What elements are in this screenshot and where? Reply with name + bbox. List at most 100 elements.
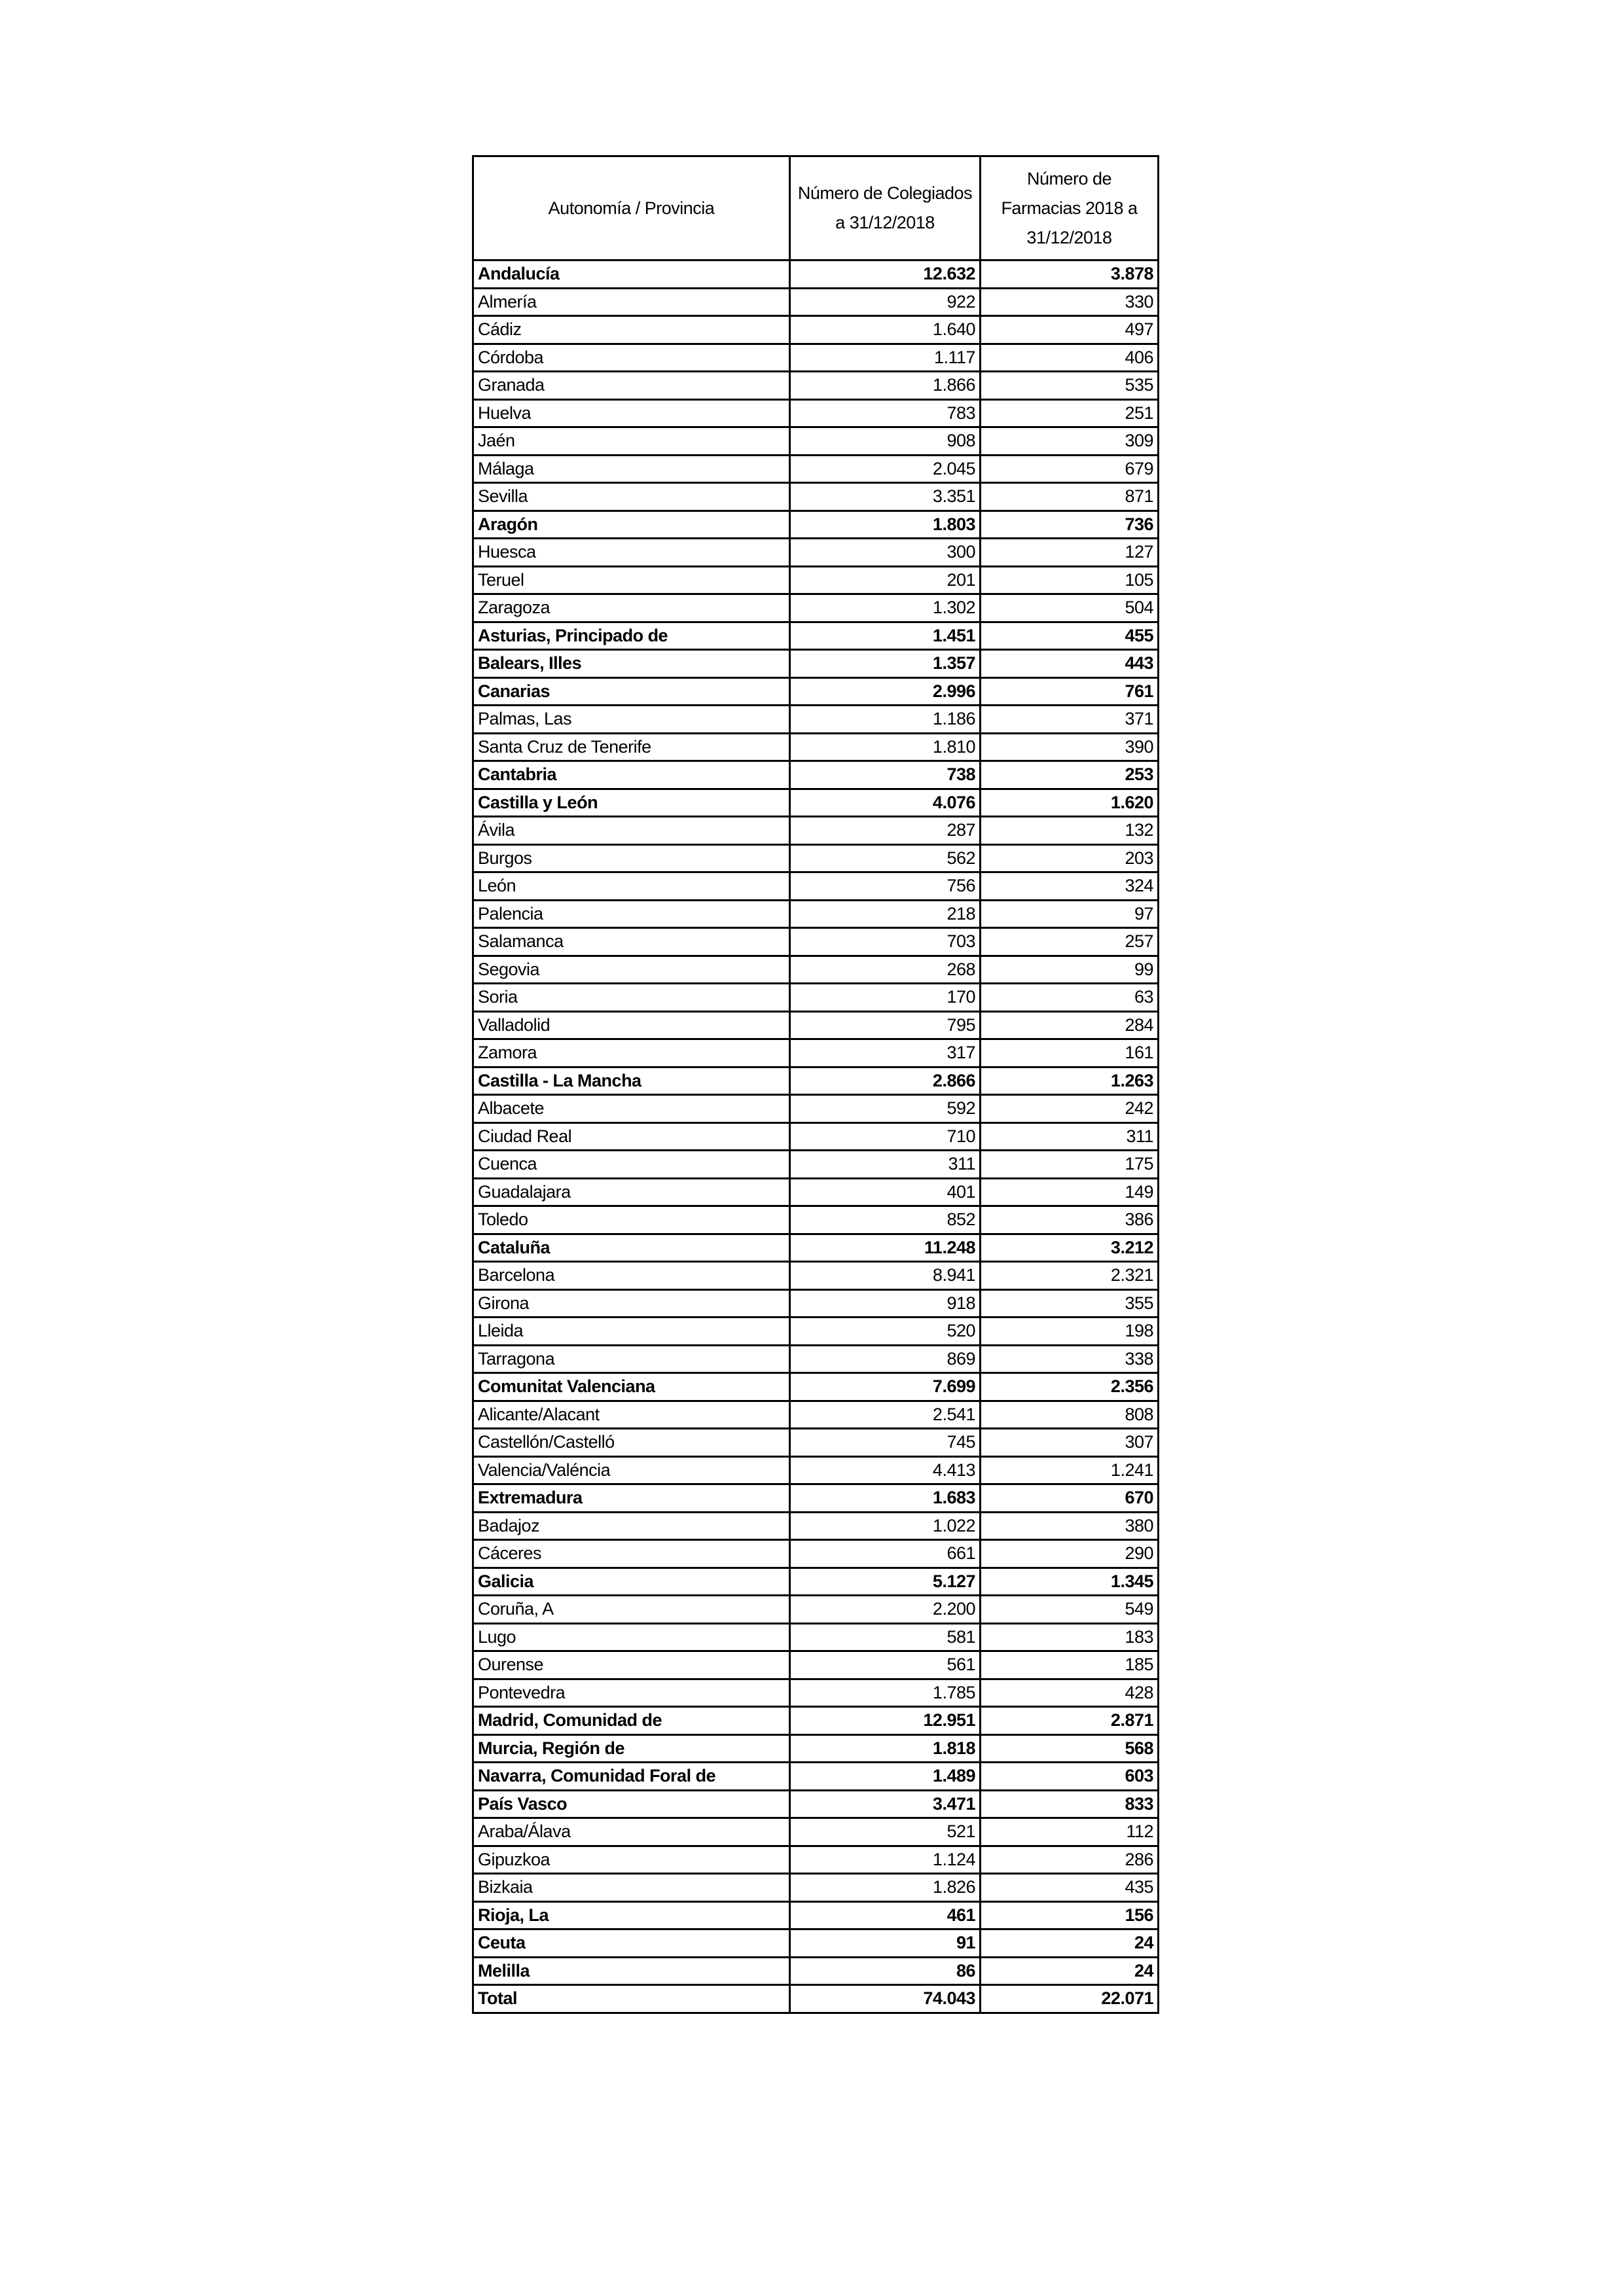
table-row: Tarragona 869 338 [472, 1344, 1159, 1374]
cell-colegiados: 1.124 [789, 1844, 981, 1874]
cell-colegiados: 1.117 [789, 342, 981, 372]
cell-region: Cádiz [472, 315, 791, 345]
table-row: Navarra, Comunidad Foral de 1.489 603 [472, 1761, 1159, 1791]
cell-colegiados: 922 [789, 287, 981, 317]
table-row: Rioja, La 461 156 [472, 1900, 1159, 1930]
cell-colegiados: 1.866 [789, 370, 981, 401]
cell-region: León [472, 871, 791, 901]
table-row: Alicante/Alacant 2.541 808 [472, 1399, 1159, 1429]
cell-farmacias: 132 [979, 816, 1159, 846]
cell-farmacias: 307 [979, 1427, 1159, 1458]
table-row: Cáceres 661 290 [472, 1539, 1159, 1569]
cell-colegiados: 3.351 [789, 482, 981, 512]
cell-farmacias: 1.345 [979, 1566, 1159, 1596]
cell-colegiados: 74.043 [789, 1984, 981, 2014]
cell-farmacias: 309 [979, 426, 1159, 456]
cell-farmacias: 175 [979, 1149, 1159, 1179]
table-row: Sevilla 3.351 871 [472, 482, 1159, 512]
data-table: Autonomía / Provincia Número de Colegiad… [472, 155, 1159, 2014]
table-row: Balears, Illes 1.357 443 [472, 649, 1159, 679]
cell-region: Toledo [472, 1205, 791, 1235]
cell-colegiados: 1.489 [789, 1761, 981, 1791]
cell-region: Palencia [472, 899, 791, 929]
cell-colegiados: 2.866 [789, 1066, 981, 1096]
cell-farmacias: 380 [979, 1511, 1159, 1541]
cell-farmacias: 435 [979, 1873, 1159, 1903]
cell-farmacias: 443 [979, 649, 1159, 679]
cell-colegiados: 521 [789, 1817, 981, 1847]
table-row: Galicia 5.127 1.345 [472, 1566, 1159, 1596]
cell-region: Madrid, Comunidad de [472, 1706, 791, 1736]
cell-colegiados: 461 [789, 1900, 981, 1930]
cell-region: Castilla y León [472, 787, 791, 817]
cell-region: Almería [472, 287, 791, 317]
cell-region: Segovia [472, 954, 791, 984]
cell-farmacias: 2.321 [979, 1261, 1159, 1291]
cell-region: Albacete [472, 1094, 791, 1124]
table-row: Huelva 783 251 [472, 398, 1159, 428]
cell-farmacias: 203 [979, 843, 1159, 873]
table-row: Castilla y León 4.076 1.620 [472, 787, 1159, 817]
cell-region: Málaga [472, 454, 791, 484]
table-row: Lleida 520 198 [472, 1316, 1159, 1346]
table-row: Toledo 852 386 [472, 1205, 1159, 1235]
cell-colegiados: 1.803 [789, 509, 981, 539]
cell-farmacias: 290 [979, 1539, 1159, 1569]
cell-region: Melilla [472, 1956, 791, 1986]
cell-farmacias: 97 [979, 899, 1159, 929]
cell-colegiados: 5.127 [789, 1566, 981, 1596]
cell-farmacias: 833 [979, 1789, 1159, 1819]
cell-farmacias: 549 [979, 1594, 1159, 1624]
table-row: Girona 918 355 [472, 1288, 1159, 1318]
table-row: León 756 324 [472, 871, 1159, 901]
cell-farmacias: 284 [979, 1010, 1159, 1040]
cell-region: Lleida [472, 1316, 791, 1346]
table-row: Ourense 561 185 [472, 1650, 1159, 1680]
table-row: Murcia, Región de 1.818 568 [472, 1733, 1159, 1763]
cell-farmacias: 371 [979, 704, 1159, 734]
cell-region: Alicante/Alacant [472, 1399, 791, 1429]
cell-farmacias: 253 [979, 760, 1159, 790]
cell-region: Zaragoza [472, 593, 791, 623]
table-row: Burgos 562 203 [472, 843, 1159, 873]
cell-colegiados: 1.826 [789, 1873, 981, 1903]
cell-farmacias: 242 [979, 1094, 1159, 1124]
table-row: Ciudad Real 710 311 [472, 1121, 1159, 1151]
cell-region: Sevilla [472, 482, 791, 512]
cell-farmacias: 497 [979, 315, 1159, 345]
cell-region: Castilla - La Mancha [472, 1066, 791, 1096]
cell-region: Ceuta [472, 1928, 791, 1958]
cell-colegiados: 2.045 [789, 454, 981, 484]
table-row: Gipuzkoa 1.124 286 [472, 1844, 1159, 1874]
cell-region: Bizkaia [472, 1873, 791, 1903]
cell-farmacias: 2.871 [979, 1706, 1159, 1736]
cell-farmacias: 603 [979, 1761, 1159, 1791]
table-row: Ceuta 91 24 [472, 1928, 1159, 1958]
cell-region: Galicia [472, 1566, 791, 1596]
table-row: Cuenca 311 175 [472, 1149, 1159, 1179]
cell-region: Navarra, Comunidad Foral de [472, 1761, 791, 1791]
cell-colegiados: 2.996 [789, 676, 981, 706]
cell-farmacias: 736 [979, 509, 1159, 539]
cell-region: Cuenca [472, 1149, 791, 1179]
table-row: Madrid, Comunidad de 12.951 2.871 [472, 1706, 1159, 1736]
cell-colegiados: 1.785 [789, 1677, 981, 1708]
table-row: Badajoz 1.022 380 [472, 1511, 1159, 1541]
cell-region: Jaén [472, 426, 791, 456]
table-row: Soria 170 63 [472, 982, 1159, 1013]
cell-region: Valencia/Valéncia [472, 1455, 791, 1485]
cell-region: Coruña, A [472, 1594, 791, 1624]
cell-farmacias: 670 [979, 1483, 1159, 1513]
cell-farmacias: 161 [979, 1038, 1159, 1068]
cell-farmacias: 24 [979, 1928, 1159, 1958]
table-row: Zaragoza 1.302 504 [472, 593, 1159, 623]
cell-colegiados: 12.951 [789, 1706, 981, 1736]
cell-colegiados: 795 [789, 1010, 981, 1040]
cell-colegiados: 2.541 [789, 1399, 981, 1429]
table-row: Barcelona 8.941 2.321 [472, 1261, 1159, 1291]
table-row: Asturias, Principado de 1.451 455 [472, 620, 1159, 651]
cell-colegiados: 661 [789, 1539, 981, 1569]
cell-colegiados: 783 [789, 398, 981, 428]
cell-colegiados: 869 [789, 1344, 981, 1374]
cell-farmacias: 386 [979, 1205, 1159, 1235]
